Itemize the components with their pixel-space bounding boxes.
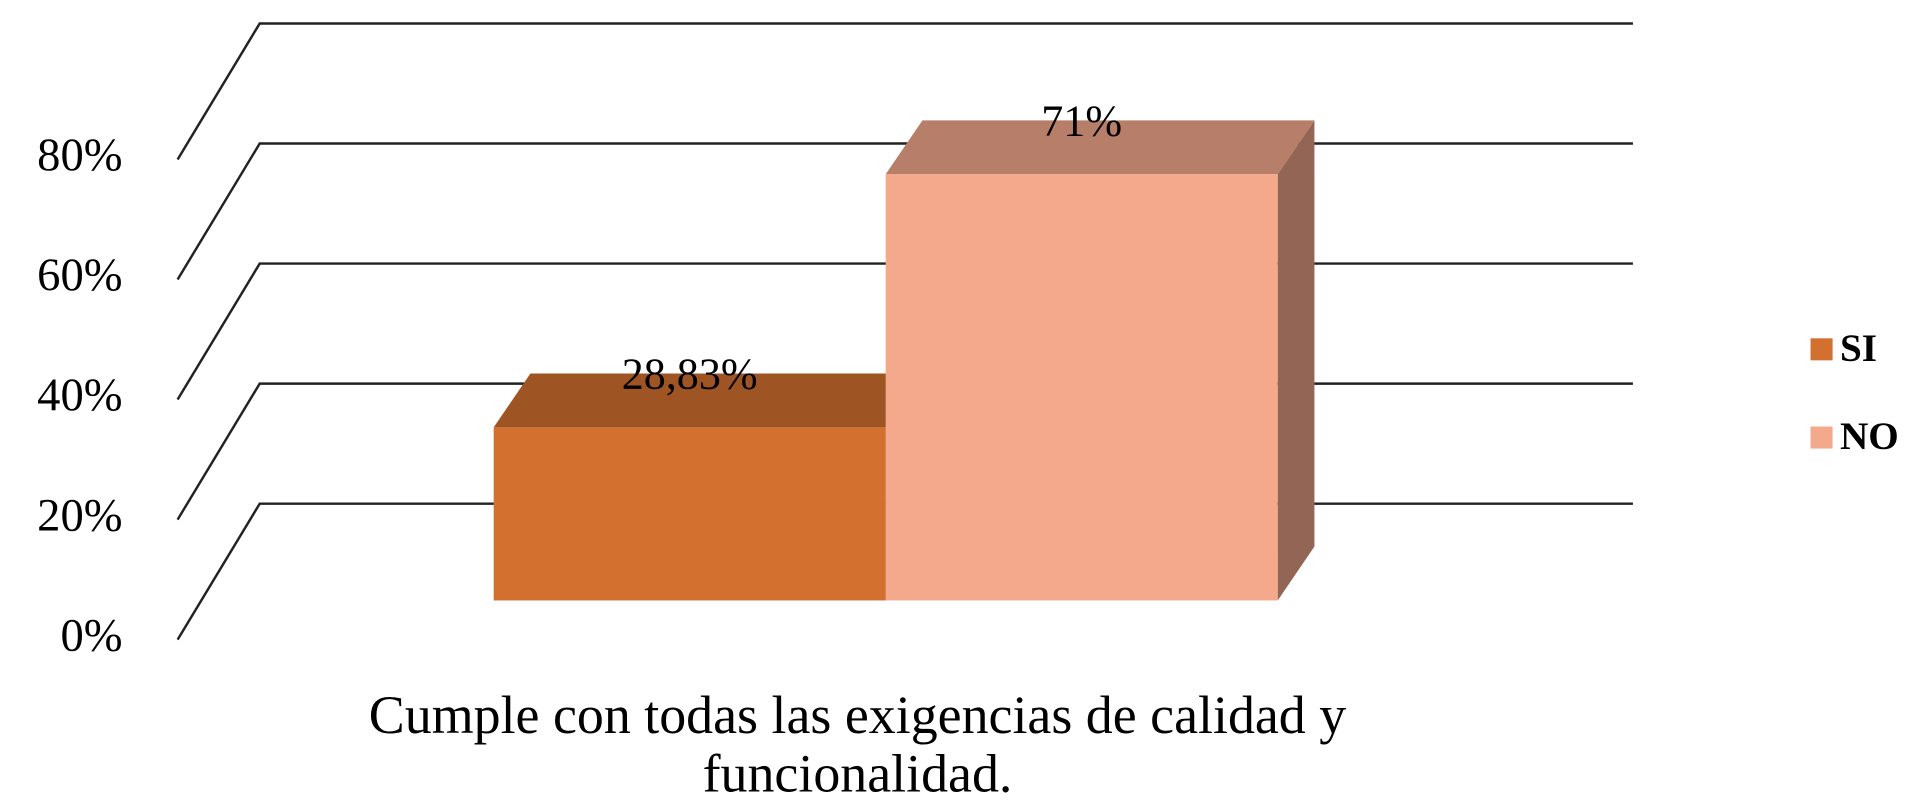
- y-tick-label: 80%: [37, 130, 122, 181]
- y-tick-label: 20%: [37, 490, 122, 541]
- legend-swatch: [1810, 426, 1833, 449]
- data-label: 28,83%: [622, 350, 758, 399]
- y-tick-label: 60%: [37, 250, 122, 301]
- grid-line: [176, 22, 1633, 161]
- legend-swatch: [1810, 338, 1833, 361]
- x-label-box: Cumple con todas las exigencias de calid…: [368, 686, 1347, 804]
- y-tick-label: 0%: [60, 610, 122, 661]
- legend-label: NO: [1840, 415, 1899, 458]
- data-label: 71%: [1041, 96, 1122, 145]
- bar: [885, 174, 1278, 601]
- bar: [493, 427, 886, 601]
- bar-top: [493, 373, 923, 428]
- x-tick-label: Cumple con todas las exigencias de calid…: [368, 686, 1347, 804]
- bar-top: [885, 120, 1315, 175]
- bar-side: [1277, 120, 1315, 601]
- y-tick-label: 40%: [37, 370, 122, 421]
- legend-label: SI: [1840, 327, 1877, 370]
